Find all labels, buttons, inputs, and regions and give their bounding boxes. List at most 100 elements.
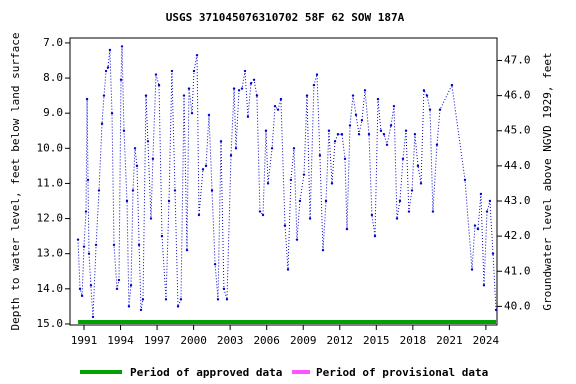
data-point (327, 129, 331, 132)
data-point (470, 268, 474, 271)
x-tick-label: 2009 (290, 334, 317, 347)
data-point (232, 87, 236, 90)
data-point (343, 157, 347, 161)
data-point (125, 199, 129, 203)
data-point (476, 227, 480, 231)
data-point (131, 189, 135, 192)
data-point (333, 140, 337, 143)
data-point (222, 287, 226, 291)
data-point (119, 78, 123, 82)
data-point (473, 224, 477, 227)
data-point (100, 122, 104, 125)
y-tick-label: 10.0 (37, 141, 64, 154)
y-tick-label: 12.0 (37, 212, 64, 225)
data-point (157, 83, 161, 87)
data-point (237, 89, 241, 92)
data-point (264, 129, 268, 132)
data-point (345, 227, 349, 231)
data-point (86, 178, 90, 182)
data-point (336, 133, 340, 136)
data-point (357, 133, 361, 136)
data-point (137, 243, 141, 247)
data-point (149, 217, 153, 220)
data-point (279, 97, 283, 101)
data-point (425, 94, 429, 97)
data-point (91, 315, 95, 319)
plot-frame (69, 37, 498, 326)
y2-tick-label: 44.0 (504, 159, 531, 172)
data-point (179, 298, 183, 301)
data-point (176, 305, 180, 308)
x-tick-label: 1991 (71, 334, 98, 347)
data-point (173, 189, 177, 192)
y2-tick-label: 46.0 (504, 89, 531, 102)
data-point (419, 182, 423, 185)
y-tick-label: 9.0 (43, 106, 63, 119)
data-point (266, 182, 270, 185)
x-tick-label: 2000 (180, 334, 207, 347)
data-point (382, 133, 386, 136)
y-tick-label: 14.0 (37, 282, 64, 295)
y-tick-label: 8.0 (43, 71, 63, 84)
data-point (135, 164, 139, 168)
data-point (494, 308, 498, 312)
data-point (389, 124, 393, 127)
data-point (351, 94, 355, 97)
data-point (283, 224, 287, 227)
data-point (246, 115, 250, 118)
data-point (376, 97, 380, 101)
data-point (89, 284, 93, 287)
data-point (410, 189, 414, 192)
x-tick-label: 2012 (327, 334, 354, 347)
data-point (252, 78, 256, 82)
data-point (160, 234, 164, 238)
data-point (80, 294, 84, 298)
data-point (243, 69, 247, 73)
data-line (77, 46, 497, 317)
y-tick-label: 15.0 (37, 317, 64, 330)
data-point (404, 129, 408, 132)
data-point (85, 97, 89, 101)
data-point (318, 154, 322, 157)
data-point (379, 129, 383, 132)
data-point (84, 210, 88, 213)
data-point (324, 199, 328, 203)
approved-period-bar (78, 320, 497, 324)
legend-label: Period of approved data (130, 366, 282, 379)
data-point (302, 173, 306, 176)
data-point (373, 234, 377, 238)
data-point (315, 73, 319, 76)
y2-tick-label: 45.0 (504, 124, 531, 137)
data-point (340, 133, 344, 136)
data-point (270, 147, 274, 150)
data-point (255, 94, 259, 97)
data-point (108, 48, 112, 52)
data-point (115, 287, 119, 291)
data-point (491, 252, 495, 255)
data-point (273, 104, 277, 108)
data-point (258, 210, 262, 213)
data-point (385, 143, 389, 146)
y2-tick-label: 40.0 (504, 299, 531, 312)
data-point (354, 113, 358, 117)
data-point (330, 182, 334, 185)
data-point (182, 94, 186, 97)
data-point (185, 248, 189, 252)
data-point (431, 210, 435, 213)
data-point (401, 157, 405, 161)
data-point (395, 217, 399, 220)
data-point (82, 245, 86, 248)
y2-axis-label: Groundwater level above NGVD 1929, feet (541, 52, 554, 310)
y2-tick-label: 43.0 (504, 194, 531, 207)
data-point (435, 143, 439, 146)
data-point (286, 268, 290, 271)
data-point (438, 108, 442, 111)
data-point (312, 83, 316, 87)
data-point (370, 213, 374, 217)
x-tick-label: 2003 (217, 334, 244, 347)
data-point (261, 213, 265, 217)
y-axis-label: Depth to water level, feet below land su… (9, 32, 22, 330)
data-point (127, 305, 131, 308)
data-point (164, 298, 168, 301)
